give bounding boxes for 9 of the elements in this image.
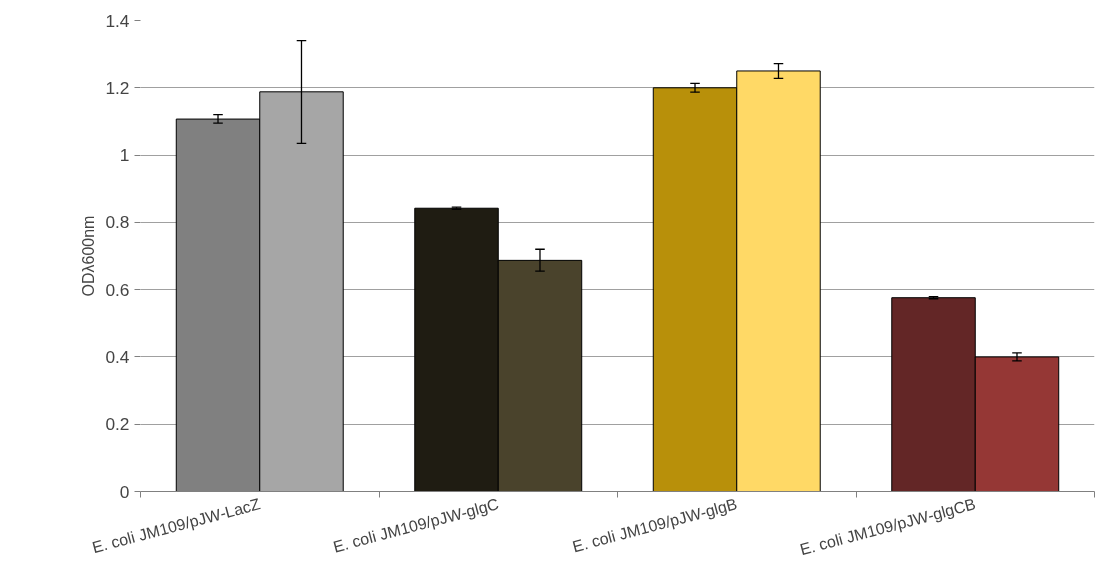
y-axis-title: ODλ600nm	[80, 215, 98, 297]
y-tick-label: 0.6	[105, 279, 130, 300]
y-tick-label: 1	[119, 145, 130, 166]
y-tick-label: 0.4	[105, 346, 130, 367]
y-tick-label: 0.8	[105, 212, 130, 233]
y-tick-label: 1.2	[105, 77, 130, 98]
y-tick-label: 1.4	[105, 10, 130, 31]
y-tick-label: 0.2	[105, 414, 130, 435]
y-tick-label: 0	[119, 481, 130, 502]
